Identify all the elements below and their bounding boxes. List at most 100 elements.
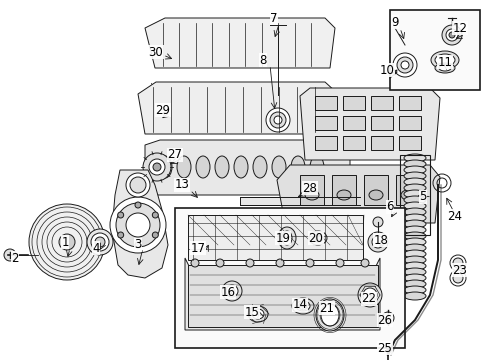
Ellipse shape — [403, 286, 425, 294]
Ellipse shape — [158, 156, 172, 178]
Ellipse shape — [403, 262, 425, 270]
Bar — [398, 136, 420, 150]
Text: 10: 10 — [379, 63, 394, 77]
Circle shape — [59, 234, 75, 250]
Ellipse shape — [403, 214, 425, 222]
Ellipse shape — [320, 304, 338, 326]
Bar — [342, 96, 364, 110]
Circle shape — [126, 213, 150, 237]
Ellipse shape — [234, 156, 247, 178]
Ellipse shape — [196, 156, 209, 178]
Circle shape — [360, 259, 368, 267]
Ellipse shape — [252, 156, 266, 178]
Bar — [395, 175, 419, 205]
Ellipse shape — [403, 190, 425, 198]
Circle shape — [142, 153, 171, 181]
Ellipse shape — [247, 306, 267, 322]
Ellipse shape — [403, 274, 425, 282]
Text: 12: 12 — [451, 22, 467, 35]
Circle shape — [152, 232, 158, 238]
Text: 8: 8 — [259, 54, 266, 67]
Ellipse shape — [282, 231, 291, 245]
Ellipse shape — [403, 178, 425, 186]
Text: 13: 13 — [174, 179, 189, 192]
Ellipse shape — [403, 238, 425, 246]
Bar — [398, 96, 420, 110]
Bar — [342, 116, 364, 130]
Text: 26: 26 — [377, 314, 392, 327]
Ellipse shape — [434, 54, 454, 66]
Circle shape — [135, 202, 141, 208]
Circle shape — [400, 61, 408, 69]
Polygon shape — [112, 170, 168, 278]
Circle shape — [228, 288, 235, 294]
Ellipse shape — [403, 166, 425, 174]
Bar — [187, 215, 362, 260]
Circle shape — [392, 53, 416, 77]
Circle shape — [372, 217, 382, 227]
Bar — [370, 96, 392, 110]
Circle shape — [362, 288, 376, 302]
Circle shape — [314, 235, 320, 241]
Bar — [363, 175, 387, 205]
Ellipse shape — [438, 65, 450, 71]
Text: 4: 4 — [92, 242, 100, 255]
Ellipse shape — [91, 233, 109, 251]
Circle shape — [448, 32, 454, 38]
Circle shape — [273, 116, 282, 124]
Circle shape — [153, 163, 161, 171]
Ellipse shape — [403, 202, 425, 210]
Text: 9: 9 — [390, 15, 398, 28]
Ellipse shape — [309, 156, 324, 178]
Circle shape — [357, 283, 381, 307]
Circle shape — [441, 25, 461, 45]
Text: 25: 25 — [377, 342, 392, 355]
Bar — [399, 155, 429, 235]
Ellipse shape — [403, 268, 425, 276]
Text: 6: 6 — [386, 201, 393, 213]
Ellipse shape — [400, 190, 414, 200]
Text: 5: 5 — [418, 190, 426, 203]
Ellipse shape — [403, 196, 425, 204]
Circle shape — [110, 197, 165, 253]
Text: 27: 27 — [167, 148, 182, 162]
Bar — [314, 116, 336, 130]
Ellipse shape — [403, 256, 425, 264]
Ellipse shape — [278, 227, 295, 249]
Ellipse shape — [434, 63, 454, 73]
Circle shape — [126, 173, 150, 197]
Circle shape — [305, 259, 313, 267]
Polygon shape — [299, 88, 439, 160]
Ellipse shape — [403, 154, 425, 162]
Text: 21: 21 — [319, 302, 334, 315]
Circle shape — [4, 249, 16, 261]
Text: 23: 23 — [451, 264, 467, 276]
Ellipse shape — [403, 232, 425, 240]
Bar — [175, 208, 404, 348]
Circle shape — [265, 108, 289, 132]
Text: 19: 19 — [275, 231, 290, 244]
Circle shape — [149, 159, 164, 175]
Bar — [240, 197, 359, 205]
Circle shape — [381, 312, 393, 324]
Circle shape — [335, 259, 343, 267]
Ellipse shape — [177, 156, 191, 178]
Text: 14: 14 — [292, 298, 307, 311]
Circle shape — [130, 177, 146, 193]
Bar — [314, 136, 336, 150]
Text: 2: 2 — [11, 252, 19, 265]
Bar — [398, 116, 420, 130]
Ellipse shape — [251, 309, 264, 319]
Ellipse shape — [403, 184, 425, 192]
Circle shape — [371, 236, 383, 248]
Circle shape — [118, 232, 123, 238]
Text: 11: 11 — [437, 55, 451, 68]
Circle shape — [222, 281, 242, 301]
Ellipse shape — [87, 229, 113, 255]
Circle shape — [449, 255, 465, 271]
Circle shape — [118, 212, 123, 218]
Ellipse shape — [403, 280, 425, 288]
Circle shape — [445, 29, 457, 41]
Polygon shape — [145, 140, 349, 195]
Polygon shape — [184, 258, 379, 330]
